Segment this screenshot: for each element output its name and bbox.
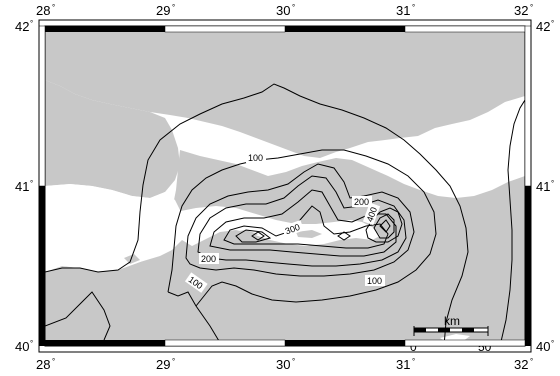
contour-label-200-west: 200	[201, 254, 216, 264]
island-1	[232, 230, 258, 240]
lat-label-left-40: 40	[15, 339, 29, 354]
longitude-labels-top: 28 ° 29 ° 30 ° 31 ° 32 °	[36, 3, 533, 18]
contour-east-350	[365, 207, 403, 243]
marmara-sea	[45, 184, 186, 272]
deg-symbol: °	[292, 3, 295, 12]
lat-label-left-42: 42	[15, 19, 29, 34]
contour-east-450	[379, 219, 391, 233]
scale-start: 0	[410, 340, 417, 354]
lat-label-right-41: 41	[536, 179, 550, 194]
lon-label-bottom-30: 30	[276, 357, 290, 372]
latitude-labels-left: 42 ° 41 ° 40 °	[15, 19, 33, 354]
contour-150	[185, 163, 415, 277]
contour-label-300: 300	[284, 222, 302, 237]
contour-300	[223, 205, 389, 249]
deg-symbol: °	[530, 357, 533, 366]
lon-label-bottom-28: 28	[36, 357, 50, 372]
contour-east-1	[499, 99, 525, 346]
lon-label-top-28: 28	[36, 3, 50, 18]
lat-label-right-42: 42	[536, 19, 550, 34]
deg-symbol: °	[172, 3, 175, 12]
contour-label-400: 400	[365, 206, 380, 224]
map-area: 100 100 100 200 200 300 400	[45, 26, 525, 346]
contour-labels: 100 100 100 200 200 300 400	[184, 152, 385, 293]
lat-label-left-41: 41	[15, 179, 29, 194]
lon-label-bottom-31: 31	[396, 357, 410, 372]
land-anatolia	[45, 150, 525, 346]
lon-label-bottom-29: 29	[156, 357, 170, 372]
contour-label-200-east: 200	[354, 197, 369, 207]
contour-west-branch	[45, 291, 111, 341]
lon-label-bottom-32: 32	[514, 357, 528, 372]
scale-bar	[413, 326, 489, 336]
contours	[45, 83, 525, 346]
deg-symbol: °	[551, 179, 554, 188]
contour-100-outer	[45, 83, 469, 346]
deg-symbol: °	[551, 339, 554, 348]
scale-unit: km	[444, 314, 460, 328]
izmit-gulf	[176, 206, 380, 246]
contour-small-peak	[251, 231, 265, 241]
contour-east-400	[373, 213, 395, 239]
latitude-labels-right: 42 ° 41 ° 40 °	[536, 19, 554, 354]
lat-label-right-40: 40	[536, 339, 550, 354]
deg-symbol: °	[30, 19, 33, 28]
map-frame	[38, 19, 532, 353]
deg-symbol: °	[530, 3, 533, 12]
contour-label-100-south: 100	[367, 276, 382, 286]
lon-label-top-31: 31	[396, 3, 410, 18]
contour-label-100-north: 100	[248, 153, 263, 163]
deg-symbol: °	[551, 19, 554, 28]
contour-southwest	[167, 291, 223, 346]
longitude-labels-bottom: 28 ° 29 ° 30 ° 31 ° 32 °	[36, 357, 533, 372]
deg-symbol: °	[52, 3, 55, 12]
contour-100-inner	[167, 149, 437, 307]
deg-symbol: °	[52, 357, 55, 366]
island-2	[296, 230, 322, 238]
island-3	[124, 254, 140, 264]
land-thrace-north	[45, 26, 525, 158]
contour-200	[197, 175, 407, 267]
deg-symbol: °	[30, 339, 33, 348]
lon-label-top-30: 30	[276, 3, 290, 18]
deg-symbol: °	[292, 357, 295, 366]
lon-label-top-32: 32	[514, 3, 528, 18]
island-4	[95, 286, 128, 304]
deg-symbol: °	[172, 357, 175, 366]
lon-label-top-29: 29	[156, 3, 170, 18]
deg-symbol: °	[412, 357, 415, 366]
contour-350	[235, 229, 272, 243]
deg-symbol: °	[412, 3, 415, 12]
deg-symbol: °	[30, 179, 33, 188]
contour-small-peak-2	[337, 231, 351, 241]
